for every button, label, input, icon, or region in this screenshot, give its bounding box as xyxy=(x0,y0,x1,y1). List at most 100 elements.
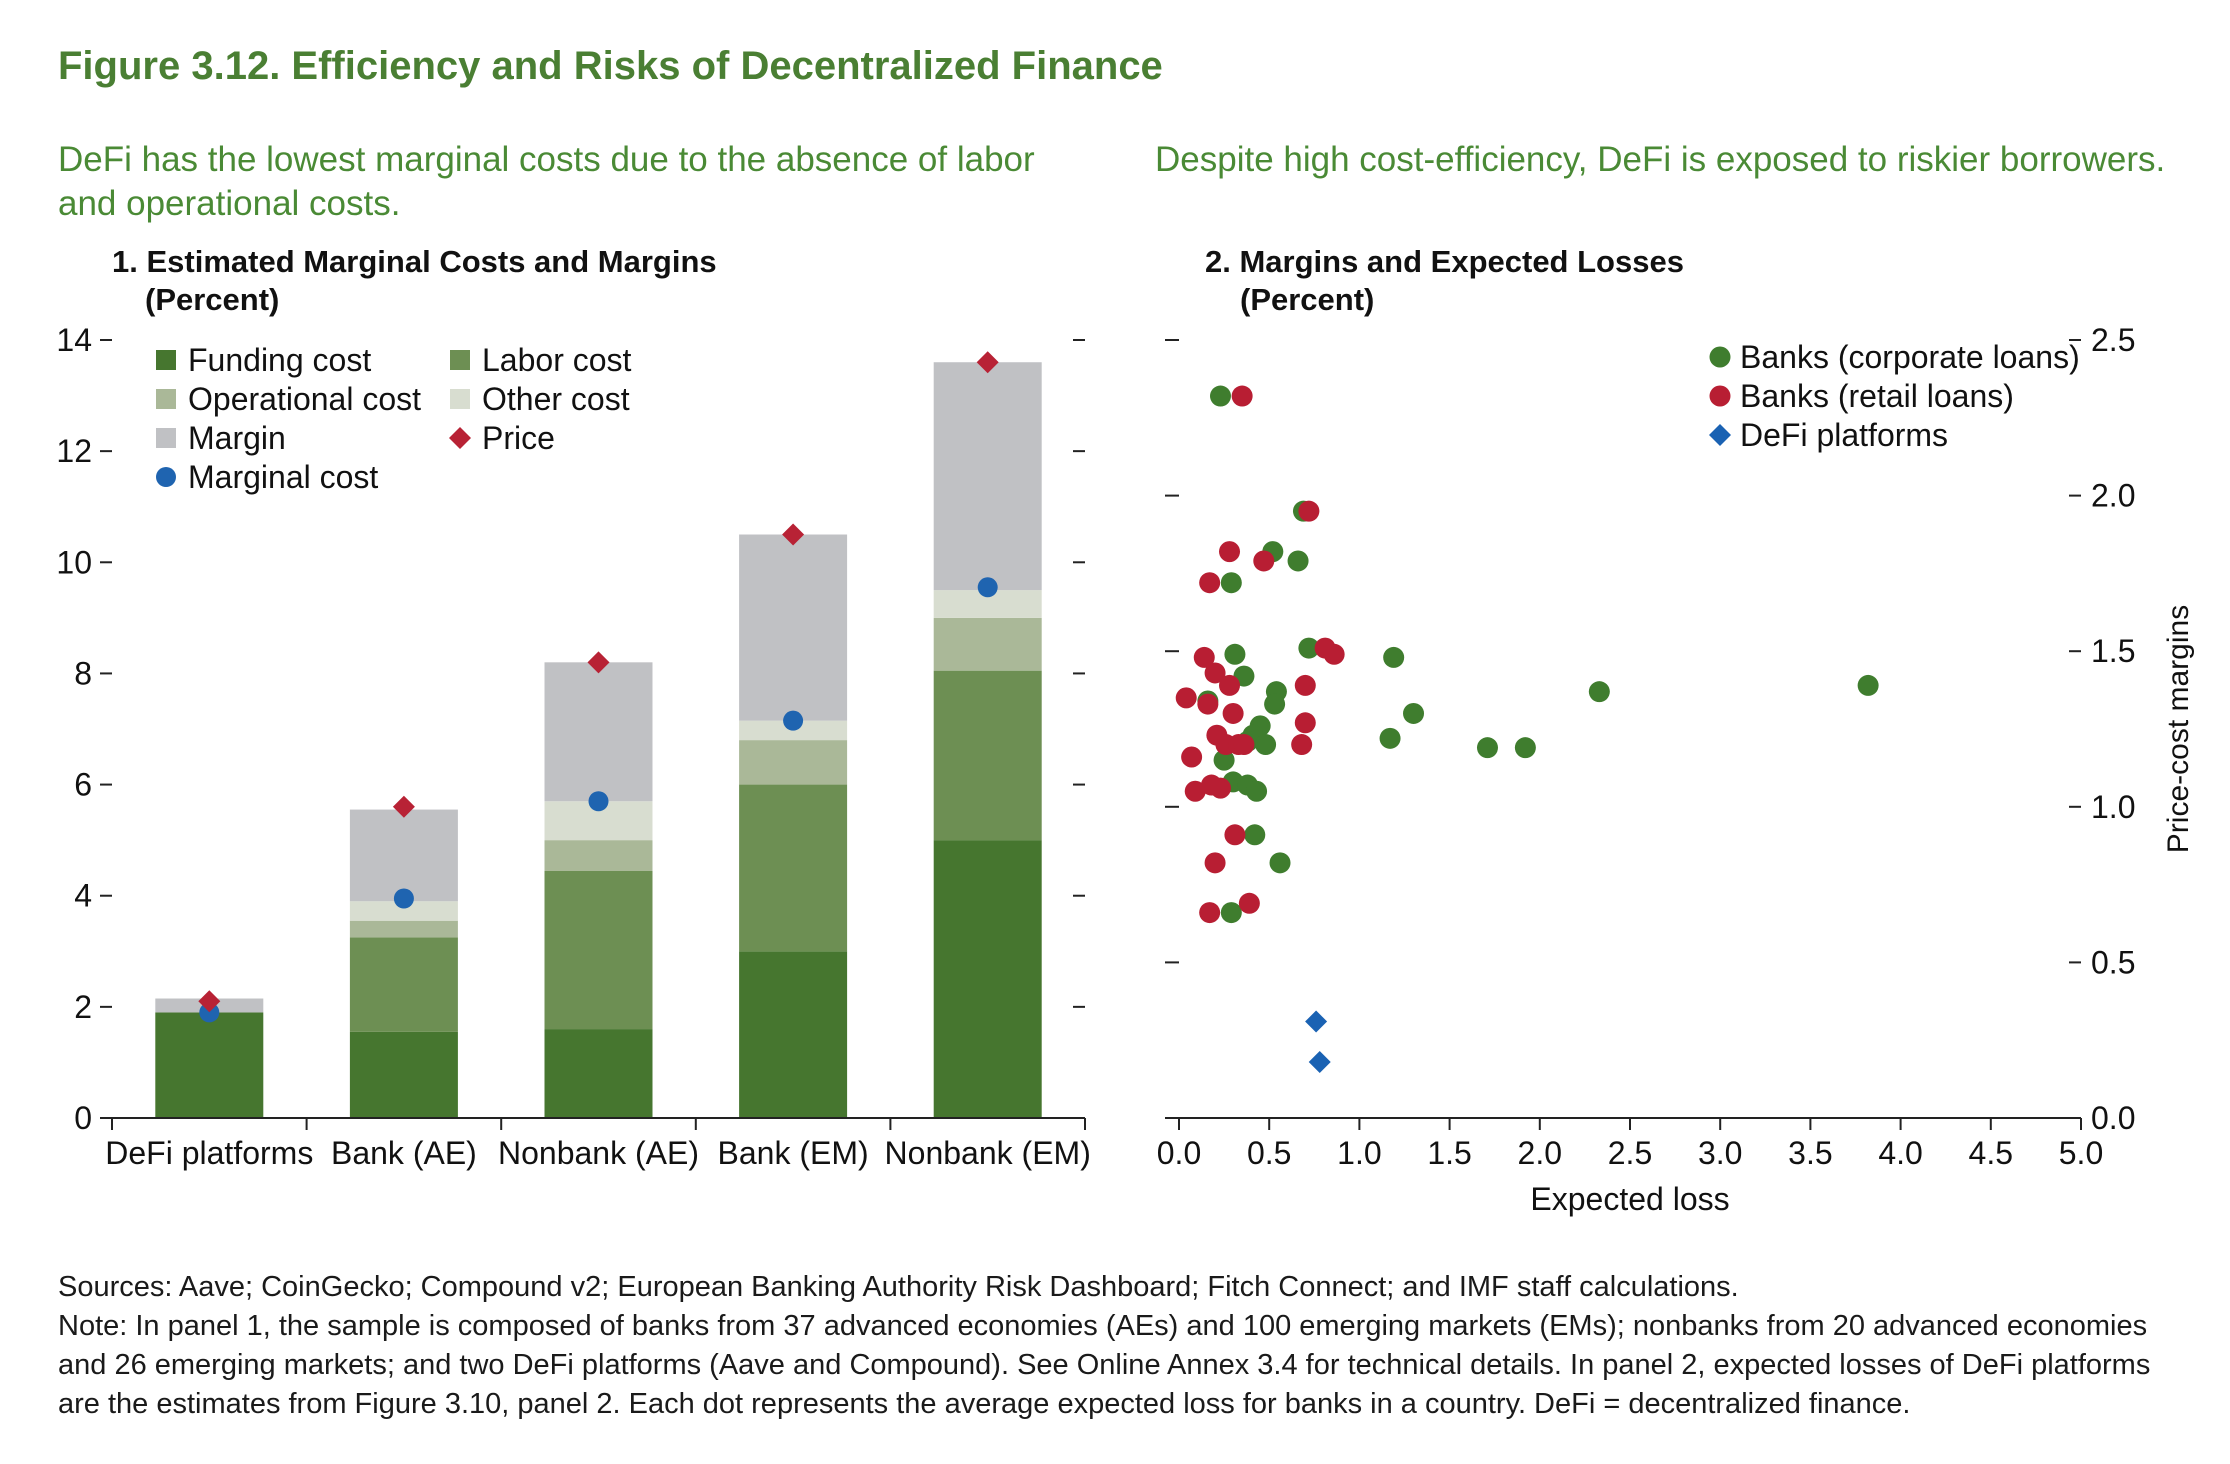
legend-label: Banks (retail loans) xyxy=(1740,378,2014,414)
panel2-title: 2. Margins and Expected Losses xyxy=(1205,244,1684,279)
corporate-loans-point xyxy=(1209,385,1231,407)
retail-loans-point xyxy=(1181,746,1203,768)
corporate-loans-point xyxy=(1588,681,1610,703)
marginal-cost-marker xyxy=(588,791,609,812)
left-subtitle: DeFi has the lowest marginal costs due t… xyxy=(58,140,1035,223)
category-label: Bank (EM) xyxy=(718,1135,869,1171)
bar-segment xyxy=(544,1029,653,1118)
x-tick-label: 2.0 xyxy=(1518,1135,1562,1171)
note-text: Note: In panel 1, the sample is composed… xyxy=(58,1310,2151,1420)
panel1-title: 1. Estimated Marginal Costs and Margins xyxy=(112,244,717,279)
x-tick-label: 5.0 xyxy=(2059,1135,2103,1171)
retail-loans-point xyxy=(1231,385,1253,407)
retail-loans-point xyxy=(1219,541,1241,563)
legend-swatch xyxy=(449,427,471,449)
x-tick-label: 1.0 xyxy=(1337,1135,1381,1171)
retail-loans-point xyxy=(1199,572,1221,594)
corporate-loans-point xyxy=(1220,902,1242,924)
retail-loans-point xyxy=(1253,550,1275,572)
panel1-unit: (Percent) xyxy=(145,282,280,317)
legend-label: Price xyxy=(482,420,555,456)
legend-label: Banks (corporate loans) xyxy=(1740,339,2080,375)
retail-loans-point xyxy=(1222,702,1244,724)
legend-label: Other cost xyxy=(482,381,630,417)
legend-label: DeFi platforms xyxy=(1740,417,1948,453)
legend-label: Marginal cost xyxy=(188,459,378,495)
y-tick-label: 0 xyxy=(74,1100,92,1136)
bar-segment xyxy=(933,362,1042,591)
bar-segment xyxy=(349,809,458,902)
bar-segment xyxy=(349,1031,458,1118)
corporate-loans-point xyxy=(1379,727,1401,749)
retail-loans-point xyxy=(1238,892,1260,914)
corporate-loans-point xyxy=(1514,737,1536,759)
category-label: Bank (AE) xyxy=(331,1135,477,1171)
bar-segment xyxy=(544,840,653,871)
price-marker xyxy=(782,523,805,546)
x-tick-label: 0.5 xyxy=(1247,1135,1291,1171)
bar-segment xyxy=(349,920,458,938)
marginal-cost-marker xyxy=(393,888,414,909)
sources-text: Sources: Aave; CoinGecko; Compound v2; E… xyxy=(58,1271,1739,1303)
legend-label: Operational cost xyxy=(188,381,421,417)
legend-swatch xyxy=(1709,346,1731,368)
retail-loans-point xyxy=(1204,662,1226,684)
category-label: Nonbank (AE) xyxy=(498,1135,699,1171)
x-tick-label: 4.5 xyxy=(1969,1135,2013,1171)
legend-swatch xyxy=(156,350,176,370)
price-marker xyxy=(976,351,999,374)
y-tick-label: 6 xyxy=(74,767,92,803)
price-marker xyxy=(198,990,221,1013)
y-tick-label: 2.5 xyxy=(2091,322,2135,358)
figure-title: Figure 3.12. Efficiency and Risks of Dec… xyxy=(58,44,1163,88)
y-tick-label: 8 xyxy=(74,655,92,691)
bar-segment xyxy=(544,870,653,1030)
panel2-unit: (Percent) xyxy=(1240,282,1375,317)
retail-loans-point xyxy=(1224,824,1246,846)
category-label: Nonbank (EM) xyxy=(885,1135,1091,1171)
corporate-loans-point xyxy=(1220,572,1242,594)
legend-label: Margin xyxy=(188,420,286,456)
retail-loans-point xyxy=(1233,734,1255,756)
bar-segment xyxy=(739,951,848,1118)
x-tick-label: 3.0 xyxy=(1698,1135,1742,1171)
retail-loans-point xyxy=(1209,777,1231,799)
bar-segment xyxy=(349,937,458,1032)
x-tick-label: 0.0 xyxy=(1157,1135,1201,1171)
price-marker xyxy=(392,795,415,818)
corporate-loans-point xyxy=(1403,702,1425,724)
bar-segment xyxy=(544,662,653,802)
right-subtitle: Despite high cost-efficiency, DeFi is ex… xyxy=(1155,140,2166,179)
marginal-cost-marker xyxy=(199,1002,220,1023)
x-tick-label: 1.5 xyxy=(1427,1135,1471,1171)
y-tick-label: 10 xyxy=(56,544,92,580)
bar-segment xyxy=(739,784,848,952)
y-tick-label: 0.0 xyxy=(2091,1100,2135,1136)
retail-loans-point xyxy=(1294,674,1316,696)
x-tick-label: 4.0 xyxy=(1878,1135,1922,1171)
defi-platform-point xyxy=(1305,1010,1328,1033)
corporate-loans-point xyxy=(1213,749,1235,771)
retail-loans-point xyxy=(1291,734,1313,756)
corporate-loans-point xyxy=(1255,734,1277,756)
retail-loans-point xyxy=(1219,674,1241,696)
corporate-loans-point xyxy=(1287,550,1309,572)
marginal-cost-marker xyxy=(783,710,804,731)
bar-segment xyxy=(155,1012,264,1118)
corporate-loans-point xyxy=(1244,824,1266,846)
margins-losses-scatter-chart: 0.0 0.5 1.0 1.5 2.0 2.5 3.0 3.5 4.0 4.5 5.00.00.51… xyxy=(1157,322,2195,1217)
marginal-costs-bar-chart: DeFi platforms Bank (AE) Nonbank (AE) Bank … xyxy=(56,322,1091,1171)
y-tick-label: 14 xyxy=(56,322,92,358)
corporate-loans-point xyxy=(1264,693,1286,715)
corporate-loans-point xyxy=(1269,852,1291,874)
corporate-loans-point xyxy=(1246,780,1268,802)
retail-loans-point xyxy=(1323,643,1345,665)
y-tick-label: 1.0 xyxy=(2091,789,2135,825)
retail-loans-point xyxy=(1197,693,1219,715)
figure-footer: Sources: Aave; CoinGecko; Compound v2; E… xyxy=(58,1268,2188,1424)
legend-swatch xyxy=(1709,424,1731,446)
corporate-loans-point xyxy=(1383,646,1405,668)
corporate-loans-point xyxy=(1224,643,1246,665)
corporate-loans-point xyxy=(1476,737,1498,759)
retail-loans-point xyxy=(1193,646,1215,668)
